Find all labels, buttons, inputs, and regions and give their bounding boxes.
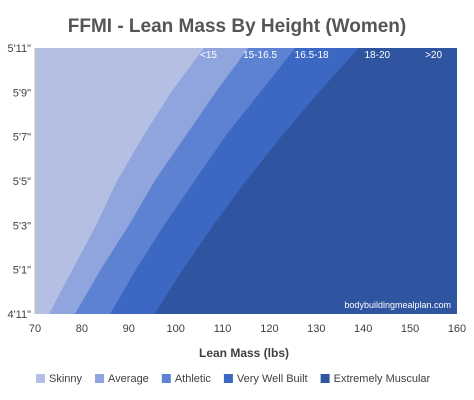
y-tick-label: 4'11" — [7, 309, 31, 321]
y-axis-tick-labels: 4'11" 5'1" 5'3" 5'5" 5'7" 5'9" 5'11" — [7, 43, 31, 321]
band-extremely-muscular — [154, 48, 458, 314]
x-tick-label: 70 — [29, 323, 41, 335]
y-tick-label: 5'1" — [13, 265, 31, 277]
legend-label-athletic: Athletic — [175, 373, 212, 385]
y-tick-label: 5'3" — [13, 220, 31, 232]
x-tick-label: 130 — [307, 323, 325, 335]
legend-label-extremely-muscular: Extremely Muscular — [334, 373, 431, 385]
x-tick-label: 120 — [260, 323, 278, 335]
chart-title: FFMI - Lean Mass By Height (Women) — [68, 16, 407, 37]
y-tick-label: 5'7" — [13, 132, 31, 144]
x-tick-label: 80 — [76, 323, 88, 335]
band-range-label: 15-16.5 — [243, 50, 277, 61]
legend-label-average: Average — [108, 373, 149, 385]
legend-swatch-extremely-muscular — [320, 374, 330, 383]
y-tick-label: 5'11" — [7, 43, 31, 55]
x-tick-label: 160 — [448, 323, 466, 335]
watermark: bodybuildingmealplan.com — [344, 300, 451, 310]
legend: Skinny Average Athletic Very Well Built Extr… — [36, 373, 431, 385]
legend-label-skinny: Skinny — [49, 373, 83, 385]
x-tick-label: 140 — [354, 323, 372, 335]
x-tick-label: 150 — [401, 323, 419, 335]
legend-swatch-skinny — [36, 374, 45, 383]
band-range-label: 18-20 — [364, 50, 390, 61]
legend-swatch-athletic — [161, 374, 171, 383]
legend-swatch-very-well-built — [223, 374, 233, 383]
y-tick-label: 5'9" — [13, 87, 31, 99]
legend-swatch-average — [95, 374, 105, 383]
y-tick-label: 5'5" — [13, 176, 31, 188]
legend-label-very-well-built: Very Well Built — [237, 373, 308, 385]
band-range-label: 16.5-18 — [295, 50, 329, 61]
x-axis-tick-labels: 70 80 90 100 110 120 130 140 150 160 — [29, 323, 466, 335]
band-range-label: <15 — [200, 50, 217, 61]
plot-area: <15 15-16.5 16.5-18 18-20 >20 bodybuildingmea… — [34, 48, 458, 314]
band-range-label: >20 — [425, 50, 442, 61]
x-tick-label: 110 — [214, 323, 232, 335]
x-axis-title: Lean Mass (lbs) — [199, 346, 289, 360]
x-tick-label: 90 — [123, 323, 135, 335]
x-tick-label: 100 — [166, 323, 184, 335]
